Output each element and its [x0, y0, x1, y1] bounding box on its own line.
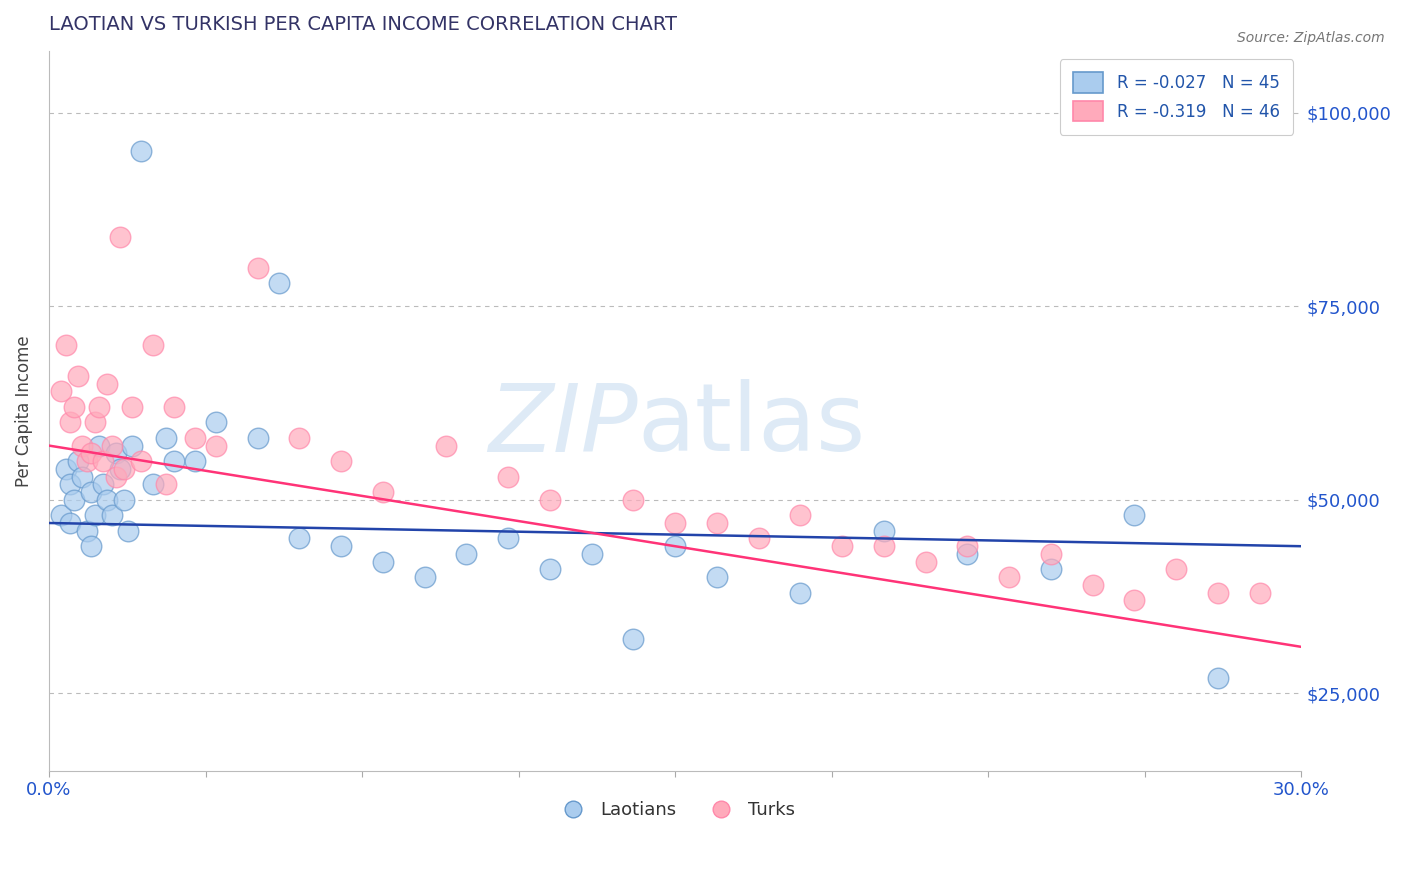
- Point: [873, 524, 896, 538]
- Point: [330, 454, 353, 468]
- Point: [163, 400, 186, 414]
- Point: [87, 400, 110, 414]
- Text: Source: ZipAtlas.com: Source: ZipAtlas.com: [1237, 31, 1385, 45]
- Point: [581, 547, 603, 561]
- Point: [496, 532, 519, 546]
- Text: ZIP: ZIP: [488, 380, 637, 471]
- Point: [789, 508, 811, 523]
- Point: [67, 454, 90, 468]
- Point: [72, 439, 94, 453]
- Point: [91, 477, 114, 491]
- Point: [413, 570, 436, 584]
- Point: [112, 462, 135, 476]
- Point: [59, 477, 82, 491]
- Point: [83, 416, 105, 430]
- Point: [621, 492, 644, 507]
- Point: [1249, 585, 1271, 599]
- Point: [63, 492, 86, 507]
- Point: [1206, 585, 1229, 599]
- Point: [706, 516, 728, 530]
- Point: [956, 539, 979, 553]
- Point: [76, 454, 98, 468]
- Point: [121, 439, 143, 453]
- Point: [72, 469, 94, 483]
- Legend: Laotians, Turks: Laotians, Turks: [548, 794, 803, 827]
- Point: [538, 562, 561, 576]
- Point: [1123, 593, 1146, 607]
- Point: [108, 462, 131, 476]
- Point: [371, 485, 394, 500]
- Point: [456, 547, 478, 561]
- Point: [748, 532, 770, 546]
- Point: [100, 439, 122, 453]
- Point: [371, 555, 394, 569]
- Point: [1123, 508, 1146, 523]
- Point: [163, 454, 186, 468]
- Point: [104, 446, 127, 460]
- Point: [59, 416, 82, 430]
- Point: [664, 516, 686, 530]
- Point: [664, 539, 686, 553]
- Point: [1164, 562, 1187, 576]
- Point: [112, 492, 135, 507]
- Point: [129, 145, 152, 159]
- Text: LAOTIAN VS TURKISH PER CAPITA INCOME CORRELATION CHART: LAOTIAN VS TURKISH PER CAPITA INCOME COR…: [49, 15, 676, 34]
- Point: [246, 260, 269, 275]
- Point: [789, 585, 811, 599]
- Point: [55, 338, 77, 352]
- Point: [205, 439, 228, 453]
- Point: [104, 469, 127, 483]
- Point: [184, 454, 207, 468]
- Point: [873, 539, 896, 553]
- Point: [205, 416, 228, 430]
- Point: [831, 539, 853, 553]
- Point: [1039, 562, 1062, 576]
- Y-axis label: Per Capita Income: Per Capita Income: [15, 335, 32, 486]
- Point: [267, 276, 290, 290]
- Point: [100, 508, 122, 523]
- Point: [1039, 547, 1062, 561]
- Point: [434, 439, 457, 453]
- Point: [538, 492, 561, 507]
- Point: [59, 516, 82, 530]
- Point: [55, 462, 77, 476]
- Point: [246, 431, 269, 445]
- Point: [76, 524, 98, 538]
- Point: [706, 570, 728, 584]
- Point: [63, 400, 86, 414]
- Point: [80, 539, 103, 553]
- Point: [914, 555, 936, 569]
- Point: [117, 524, 139, 538]
- Point: [155, 431, 177, 445]
- Point: [956, 547, 979, 561]
- Point: [51, 384, 73, 399]
- Point: [288, 431, 311, 445]
- Point: [142, 338, 165, 352]
- Point: [121, 400, 143, 414]
- Point: [83, 508, 105, 523]
- Point: [129, 454, 152, 468]
- Point: [496, 469, 519, 483]
- Text: atlas: atlas: [637, 379, 866, 471]
- Point: [91, 454, 114, 468]
- Point: [142, 477, 165, 491]
- Point: [108, 229, 131, 244]
- Point: [330, 539, 353, 553]
- Point: [80, 485, 103, 500]
- Point: [621, 632, 644, 646]
- Point: [288, 532, 311, 546]
- Point: [80, 446, 103, 460]
- Point: [51, 508, 73, 523]
- Point: [67, 368, 90, 383]
- Point: [998, 570, 1021, 584]
- Point: [184, 431, 207, 445]
- Point: [1081, 578, 1104, 592]
- Point: [155, 477, 177, 491]
- Point: [1206, 671, 1229, 685]
- Point: [96, 492, 118, 507]
- Point: [87, 439, 110, 453]
- Point: [96, 376, 118, 391]
